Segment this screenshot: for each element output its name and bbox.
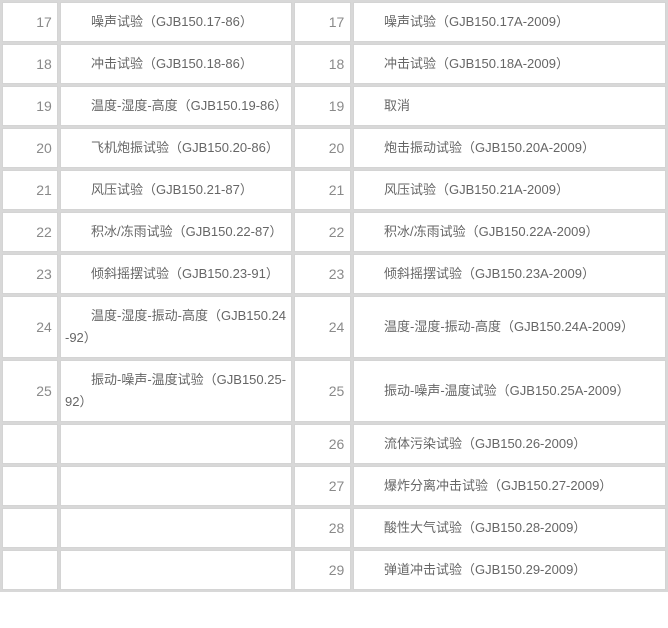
table-row: 17 噪声试验（GJB150.17-86） 17 噪声试验（GJB150.17A… (2, 2, 666, 42)
new-standard-row-number-cell: 19 (294, 86, 351, 126)
new-standard-test-name-cell: 风压试验（GJB150.21A-2009） (353, 170, 666, 210)
new-standard-test-name-cell: 弹道冲击试验（GJB150.29-2009） (353, 550, 666, 590)
old-standard-test-name-cell (60, 550, 292, 590)
old-standard-row-number-cell (2, 466, 58, 506)
new-standard-test-name-cell: 炮击振动试验（GJB150.20A-2009） (353, 128, 666, 168)
old-standard-test-name-cell (60, 424, 292, 464)
old-standard-test-name-cell (60, 466, 292, 506)
new-standard-test-name-cell: 振动-噪声-温度试验（GJB150.25A-2009） (353, 360, 666, 422)
old-standard-test-name-cell: 温度-湿度-振动-高度（GJB150.24-92） (60, 296, 292, 358)
old-standard-row-number-cell: 18 (2, 44, 58, 84)
old-standard-test-name-cell: 冲击试验（GJB150.18-86） (60, 44, 292, 84)
new-standard-row-number-cell: 21 (294, 170, 351, 210)
new-standard-row-number-cell: 26 (294, 424, 351, 464)
table-row: 25 振动-噪声-温度试验（GJB150.25-92） 25 振动-噪声-温度试… (2, 360, 666, 422)
new-standard-row-number-cell: 22 (294, 212, 351, 252)
old-standard-row-number-cell: 22 (2, 212, 58, 252)
new-standard-row-number-cell: 18 (294, 44, 351, 84)
new-standard-row-number-cell: 24 (294, 296, 351, 358)
table-row: 19 温度-湿度-高度（GJB150.19-86） 19 取消 (2, 86, 666, 126)
new-standard-row-number-cell: 29 (294, 550, 351, 590)
new-standard-row-number-cell: 25 (294, 360, 351, 422)
old-standard-row-number-cell: 24 (2, 296, 58, 358)
old-standard-row-number-cell: 20 (2, 128, 58, 168)
old-standard-row-number-cell: 23 (2, 254, 58, 294)
new-standard-test-name-cell: 噪声试验（GJB150.17A-2009） (353, 2, 666, 42)
old-standard-row-number-cell: 21 (2, 170, 58, 210)
new-standard-test-name-cell: 酸性大气试验（GJB150.28-2009） (353, 508, 666, 548)
table-row: 29 弹道冲击试验（GJB150.29-2009） (2, 550, 666, 590)
table-row: 26 流体污染试验（GJB150.26-2009） (2, 424, 666, 464)
new-standard-test-name-cell: 取消 (353, 86, 666, 126)
new-standard-row-number-cell: 23 (294, 254, 351, 294)
old-standard-row-number-cell: 25 (2, 360, 58, 422)
new-standard-test-name-cell: 倾斜摇摆试验（GJB150.23A-2009） (353, 254, 666, 294)
new-standard-test-name-cell: 流体污染试验（GJB150.26-2009） (353, 424, 666, 464)
new-standard-row-number-cell: 27 (294, 466, 351, 506)
old-standard-test-name-cell: 飞机炮振试验（GJB150.20-86） (60, 128, 292, 168)
old-standard-test-name-cell: 振动-噪声-温度试验（GJB150.25-92） (60, 360, 292, 422)
table-body: 17 噪声试验（GJB150.17-86） 17 噪声试验（GJB150.17A… (2, 2, 666, 590)
table-row: 21 风压试验（GJB150.21-87） 21 风压试验（GJB150.21A… (2, 170, 666, 210)
old-standard-test-name-cell: 噪声试验（GJB150.17-86） (60, 2, 292, 42)
table-row: 27 爆炸分离冲击试验（GJB150.27-2009） (2, 466, 666, 506)
table-row: 23 倾斜摇摆试验（GJB150.23-91） 23 倾斜摇摆试验（GJB150… (2, 254, 666, 294)
gjb150-standards-comparison-table: 17 噪声试验（GJB150.17-86） 17 噪声试验（GJB150.17A… (0, 0, 668, 592)
old-standard-test-name-cell: 积冰/冻雨试验（GJB150.22-87） (60, 212, 292, 252)
new-standard-test-name-cell: 冲击试验（GJB150.18A-2009） (353, 44, 666, 84)
old-standard-row-number-cell: 17 (2, 2, 58, 42)
old-standard-test-name-cell: 倾斜摇摆试验（GJB150.23-91） (60, 254, 292, 294)
old-standard-row-number-cell (2, 508, 58, 548)
table-row: 24 温度-湿度-振动-高度（GJB150.24-92） 24 温度-湿度-振动… (2, 296, 666, 358)
new-standard-test-name-cell: 温度-湿度-振动-高度（GJB150.24A-2009） (353, 296, 666, 358)
old-standard-test-name-cell (60, 508, 292, 548)
table-row: 18 冲击试验（GJB150.18-86） 18 冲击试验（GJB150.18A… (2, 44, 666, 84)
old-standard-test-name-cell: 风压试验（GJB150.21-87） (60, 170, 292, 210)
table-row: 28 酸性大气试验（GJB150.28-2009） (2, 508, 666, 548)
new-standard-test-name-cell: 积冰/冻雨试验（GJB150.22A-2009） (353, 212, 666, 252)
old-standard-test-name-cell: 温度-湿度-高度（GJB150.19-86） (60, 86, 292, 126)
new-standard-row-number-cell: 20 (294, 128, 351, 168)
new-standard-row-number-cell: 17 (294, 2, 351, 42)
table-row: 20 飞机炮振试验（GJB150.20-86） 20 炮击振动试验（GJB150… (2, 128, 666, 168)
old-standard-row-number-cell (2, 550, 58, 590)
new-standard-row-number-cell: 28 (294, 508, 351, 548)
table-row: 22 积冰/冻雨试验（GJB150.22-87） 22 积冰/冻雨试验（GJB1… (2, 212, 666, 252)
old-standard-row-number-cell (2, 424, 58, 464)
new-standard-test-name-cell: 爆炸分离冲击试验（GJB150.27-2009） (353, 466, 666, 506)
old-standard-row-number-cell: 19 (2, 86, 58, 126)
